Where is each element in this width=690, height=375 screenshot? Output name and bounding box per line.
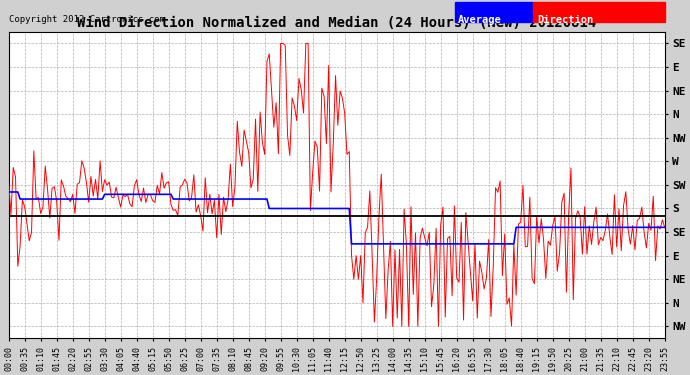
- FancyBboxPatch shape: [455, 3, 533, 22]
- FancyBboxPatch shape: [533, 3, 664, 22]
- Text: Average: Average: [458, 15, 502, 25]
- Text: Copyright 2012 Cartronics.com: Copyright 2012 Cartronics.com: [9, 15, 164, 24]
- Title: Wind Direction Normalized and Median (24 Hours) (New) 20120814: Wind Direction Normalized and Median (24…: [77, 16, 596, 30]
- Text: Direction: Direction: [537, 15, 593, 25]
